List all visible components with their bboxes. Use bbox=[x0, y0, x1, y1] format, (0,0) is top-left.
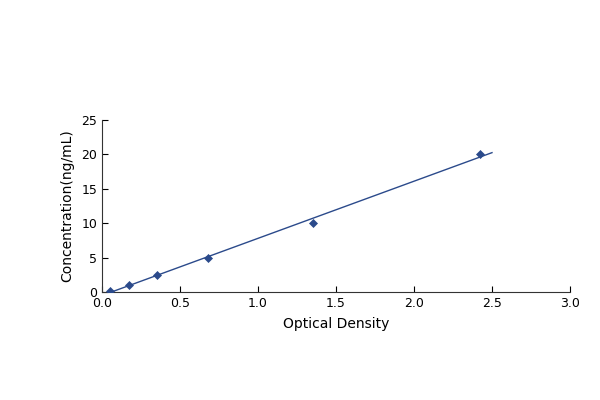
X-axis label: Optical Density: Optical Density bbox=[283, 317, 389, 331]
Y-axis label: Concentration(ng/mL): Concentration(ng/mL) bbox=[61, 130, 74, 282]
